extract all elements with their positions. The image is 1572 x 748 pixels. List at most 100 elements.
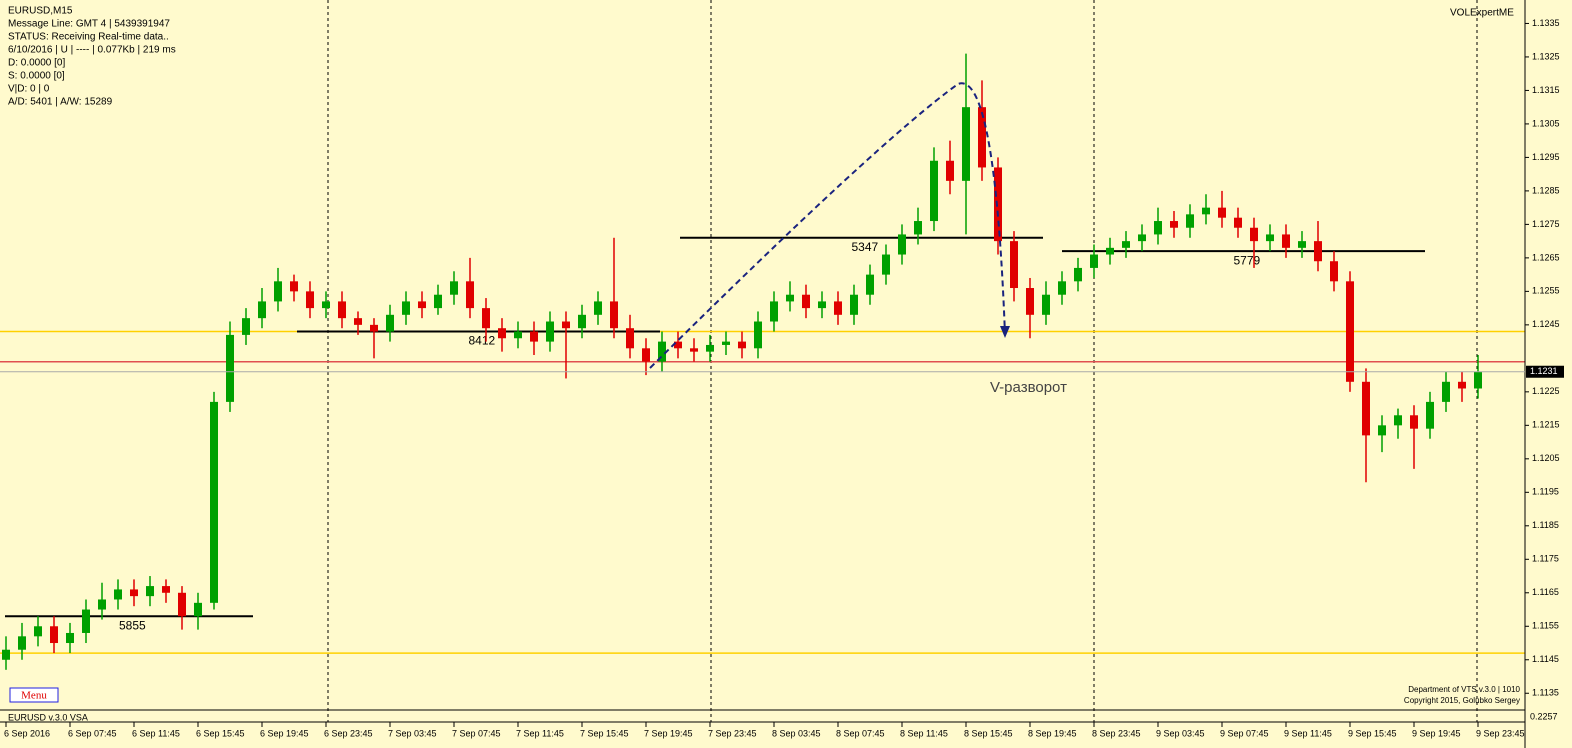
annotation: V-разворот [990,379,1067,396]
candle-body [130,589,138,597]
candle-body [1378,425,1386,436]
candle-body [146,586,154,597]
candle-body [82,609,90,633]
y-tick-label: 1.1175 [1532,554,1559,564]
candle-body [50,626,58,644]
annotation-arrow [1000,326,1010,338]
candle-body [834,301,842,315]
candle-body [1458,381,1466,389]
x-tick-label: 9 Sep 19:45 [1412,728,1461,738]
candle-body [434,294,442,309]
annotation-curve [649,82,1006,369]
candle-body [98,599,106,610]
candle-body [818,301,826,309]
candle-body [690,348,698,352]
x-tick-label: 6 Sep 19:45 [260,728,309,738]
candle-body [162,586,170,593]
candle-body [34,626,42,637]
footer: Department of VTS v.3.0 | 1010 [1408,685,1520,694]
candle-body [882,254,890,275]
candle-body [2,649,10,660]
y-tick-label: 1.1245 [1532,319,1560,329]
candle-body [1330,261,1338,282]
x-tick-label: 8 Sep 19:45 [1028,728,1077,738]
x-tick-label: 6 Sep 15:45 [196,728,245,738]
candle-body [1186,214,1194,228]
candle-body [946,160,954,181]
candle-body [706,344,714,352]
candle-body [658,341,666,362]
x-tick-label: 7 Sep 19:45 [644,728,693,738]
candle-body [754,321,762,349]
candle-body [786,294,794,302]
candle-body [1410,415,1418,429]
x-tick-label: 9 Sep 15:45 [1348,728,1397,738]
candle-body [610,301,618,329]
candle-body [546,321,554,342]
y-tick-label: 1.1215 [1532,420,1560,430]
candle-body [1442,381,1450,402]
level-label: 8412 [469,334,496,348]
candle-body [18,636,26,650]
candle-body [1122,241,1130,248]
menu-button[interactable] [9,687,59,703]
x-tick-label: 6 Sep 2016 [4,728,50,738]
x-tick-label: 7 Sep 11:45 [516,728,564,738]
y-tick-label: 1.1145 [1532,654,1559,664]
candle-body [258,301,266,319]
candle-body [306,291,314,309]
candle-body [402,301,410,315]
candle-body [1026,288,1034,315]
candle-body [722,341,730,345]
symbol-title: EURUSD,M15 [8,6,73,17]
x-tick-label: 9 Sep 03:45 [1156,728,1205,738]
y-tick-label: 1.1315 [1532,85,1560,95]
y-tick-label: 1.1275 [1532,219,1560,229]
candle-body [594,301,602,315]
y-tick-label: 1.1155 [1532,621,1559,631]
info-line: 6/10/2016 | U | ---- | 0.077Kb | 219 ms [8,45,176,56]
y-tick-label: 1.1195 [1532,487,1559,497]
subpanel-value: 0.2257 [1530,711,1558,721]
candle-body [322,301,330,309]
x-tick-label: 7 Sep 15:45 [580,728,629,738]
candle-body [850,294,858,315]
candle-body [1202,207,1210,215]
candle-body [770,301,778,322]
candle-body [898,234,906,255]
candle-body [1426,401,1434,429]
candle-body [290,281,298,292]
x-tick-label: 7 Sep 07:45 [452,728,501,738]
candle-body [1394,415,1402,426]
candle-body [338,301,346,319]
candle-body [466,281,474,309]
candle-body [1474,371,1482,389]
info-line: D: 0.0000 [0] [8,58,65,69]
info-line: S: 0.0000 [0] [8,71,65,82]
menu-label[interactable]: Menu [21,690,47,702]
candle-body [930,160,938,222]
candle-body [514,331,522,339]
candle-body [1218,207,1226,218]
info-line: Message Line: GMT 4 | 5439391947 [8,19,170,30]
level-label: 5347 [852,240,879,254]
x-tick-label: 7 Sep 03:45 [388,728,437,738]
candle-body [242,318,250,335]
candle-body [674,341,682,349]
x-tick-label: 8 Sep 15:45 [964,728,1013,738]
candle-body [626,328,634,349]
candle-body [210,401,218,603]
candle-body [962,107,970,181]
candle-body [738,341,746,349]
info-line: STATUS: Receiving Real-time data.. [8,32,169,43]
candle-body [1266,234,1274,242]
candle-body [226,334,234,402]
candle-body [914,221,922,235]
candle-body [978,107,986,168]
candle-body [866,274,874,295]
candle-body [578,314,586,329]
candle-body [1042,294,1050,315]
candle-body [370,324,378,332]
